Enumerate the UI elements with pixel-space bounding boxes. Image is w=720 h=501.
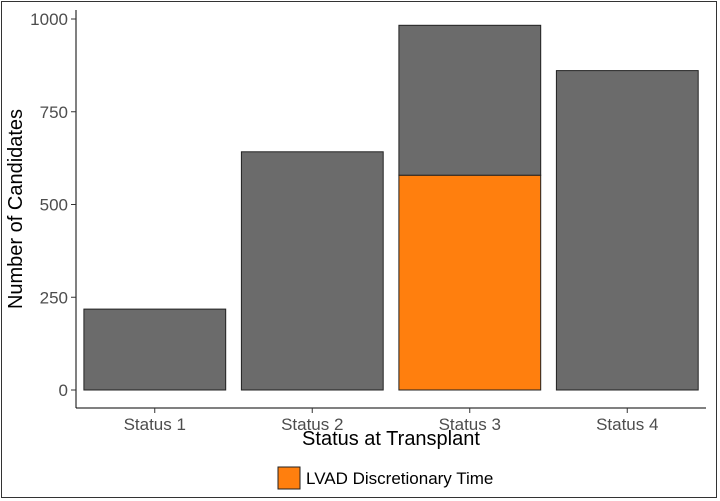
x-axis-ticks: Status 1 Status 2 Status 3 Status 4 [124, 408, 658, 434]
y-tick-label: 750 [40, 103, 68, 122]
y-tick-label: 0 [59, 381, 68, 400]
y-tick-label: 500 [40, 196, 68, 215]
bar-status-2-series-0 [240, 151, 384, 391]
legend-label-lvad: LVAD Discretionary Time [306, 469, 493, 488]
y-tick-label: 250 [40, 288, 68, 307]
legend: LVAD Discretionary Time [277, 466, 493, 490]
bar-status-1-series-0 [83, 308, 227, 391]
bar-status-3-series-0 [398, 24, 542, 176]
bars-layer [83, 24, 699, 391]
x-tick-label: Status 2 [281, 415, 343, 434]
x-tick-label: Status 3 [439, 415, 501, 434]
x-axis-title: Status at Transplant [302, 428, 480, 450]
bar-status-3-series-1 [398, 174, 542, 391]
y-tick-label: 1000 [30, 10, 68, 29]
bar-status-4-series-0 [555, 70, 699, 391]
y-axis-ticks: 0 250 500 750 1000 [30, 10, 76, 400]
x-tick-label: Status 1 [124, 415, 186, 434]
x-tick-label: Status 4 [596, 415, 658, 434]
legend-swatch-lvad [277, 466, 301, 490]
y-axis-title: Number of Candidates [5, 109, 27, 309]
